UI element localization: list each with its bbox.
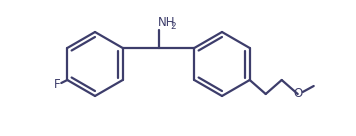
Text: NH: NH [157, 16, 175, 29]
Text: O: O [293, 86, 302, 100]
Text: 2: 2 [171, 22, 176, 31]
Text: F: F [54, 78, 60, 90]
